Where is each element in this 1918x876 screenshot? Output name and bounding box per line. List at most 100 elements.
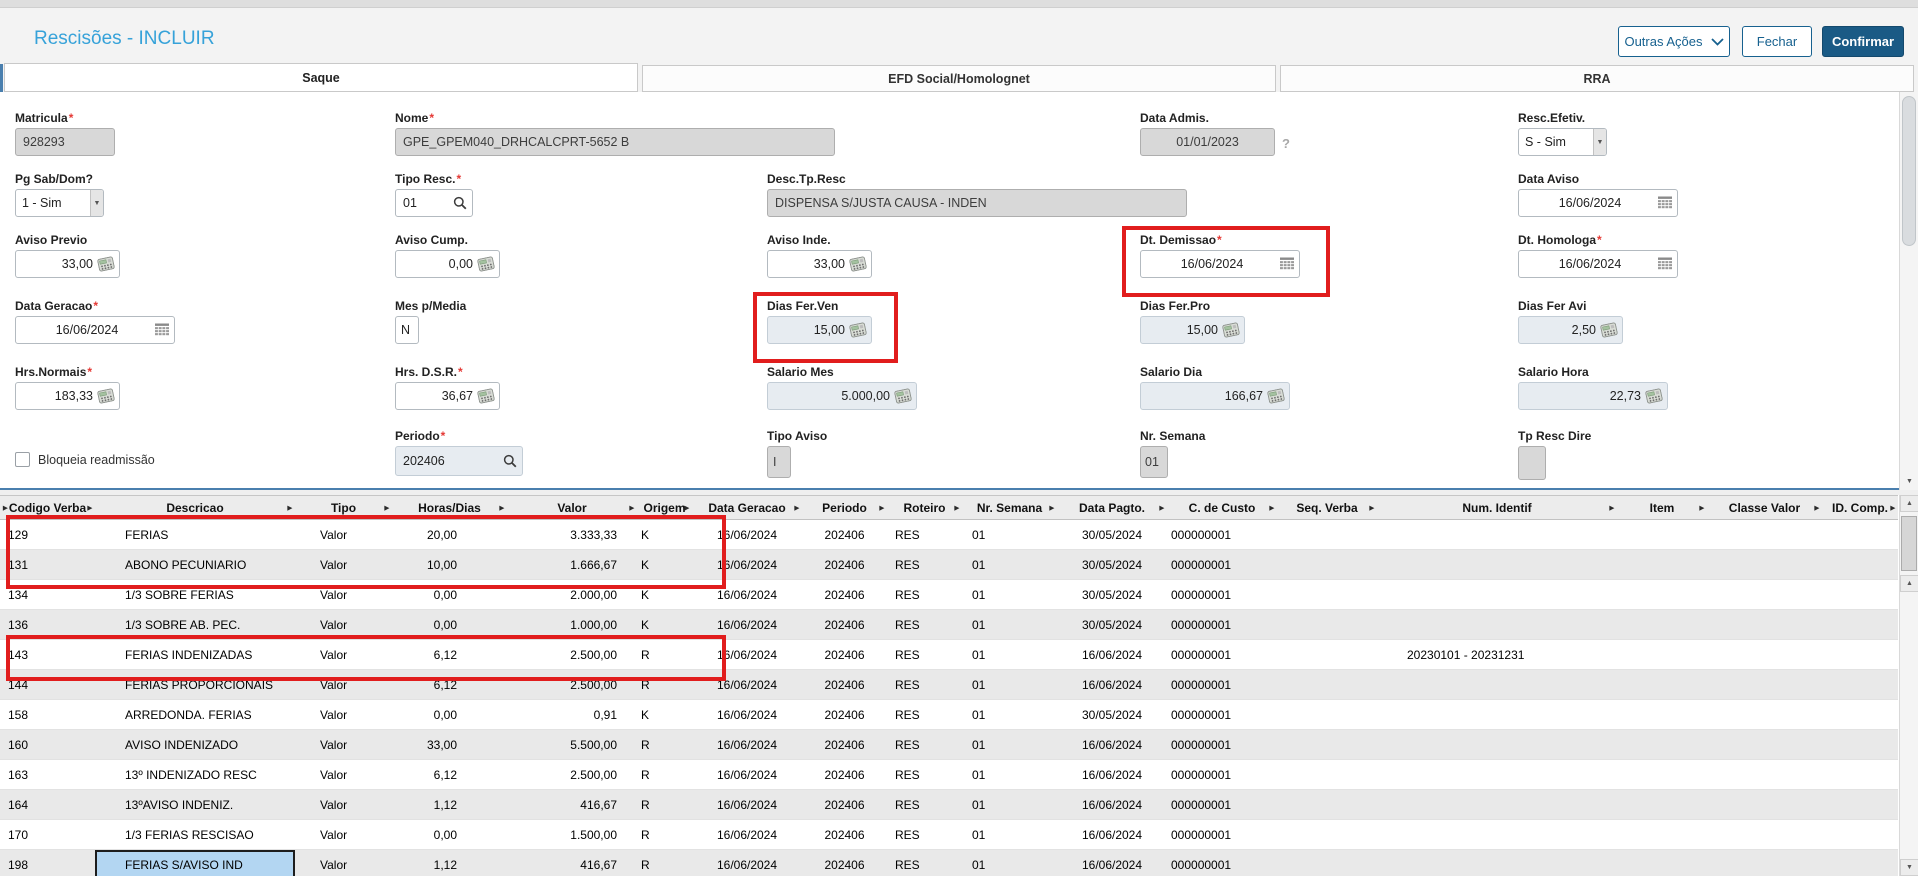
grid-cell[interactable]: 16/06/2024 — [692, 639, 802, 670]
salario-mes-input[interactable]: 5.000,00 — [767, 382, 917, 410]
dias-fer-ven-input[interactable]: 15,00 — [767, 316, 872, 344]
grid-cell[interactable]: 30/05/2024 — [1057, 549, 1167, 580]
grid-cell[interactable]: 170 — [0, 819, 95, 850]
confirmar-button[interactable]: Confirmar — [1822, 26, 1904, 57]
grid-cell[interactable]: Valor — [295, 579, 392, 610]
grid-cell[interactable]: K — [637, 549, 692, 580]
grid-cell[interactable]: 16/06/2024 — [1057, 759, 1167, 790]
grid-cell[interactable] — [1617, 699, 1707, 730]
grid-cell[interactable]: 000000001 — [1167, 519, 1277, 550]
grid-cell[interactable]: RES — [887, 519, 962, 550]
grid-cell[interactable] — [1377, 609, 1617, 640]
grid-cell[interactable]: 1.000,00 — [507, 609, 637, 640]
grid-cell[interactable] — [1277, 729, 1377, 760]
grid-scrollbar[interactable]: ▲ ▲ ▼ — [1899, 495, 1918, 876]
bloqueia-readmissao-checkbox[interactable]: Bloqueia readmissão — [15, 452, 155, 467]
salario-hora-input[interactable]: 22,73 — [1518, 382, 1668, 410]
grid-cell[interactable]: Valor — [295, 819, 392, 850]
grid-cell[interactable]: 202406 — [802, 729, 887, 760]
calculator-icon[interactable] — [849, 322, 867, 338]
pg-sab-dom-select[interactable]: 1 - Sim ▼ — [15, 189, 104, 217]
grid-cell[interactable]: 0,00 — [392, 579, 507, 610]
grid-cell[interactable]: 202406 — [802, 789, 887, 820]
grid-cell[interactable]: 16/06/2024 — [1057, 669, 1167, 700]
grid-cell[interactable]: 1/3 FERIAS RESCISAO — [95, 819, 295, 850]
grid-column-header[interactable]: Num. Identif ▸ — [1377, 495, 1617, 520]
grid-column-header[interactable]: Data Geracao ▸ — [692, 495, 802, 520]
tab-efd-social-homolognet[interactable]: EFD Social/Homolognet — [642, 65, 1276, 92]
grid-cell[interactable] — [1707, 789, 1822, 820]
grid-cell[interactable]: 6,12 — [392, 759, 507, 790]
grid-cell[interactable]: 1.666,67 — [507, 549, 637, 580]
grid-cell[interactable] — [1707, 639, 1822, 670]
grid-cell[interactable]: 416,67 — [507, 789, 637, 820]
grid-cell[interactable]: 01 — [962, 729, 1057, 760]
grid-cell[interactable] — [1277, 669, 1377, 700]
grid-cell[interactable]: 160 — [0, 729, 95, 760]
grid-cell[interactable]: K — [637, 609, 692, 640]
grid-column-header[interactable]: Tipo ▸ — [295, 495, 392, 520]
grid-cell[interactable] — [1822, 549, 1898, 580]
grid-cell[interactable] — [1822, 699, 1898, 730]
grid-cell[interactable] — [1377, 669, 1617, 700]
grid-cell[interactable]: 164 — [0, 789, 95, 820]
grid-cell[interactable]: 01 — [962, 669, 1057, 700]
grid-row[interactable]: 129 FERIAS Valor 20,00 3.333,33 K 16/06/2024 20… — [0, 519, 1898, 550]
grid-cell[interactable]: 16/06/2024 — [692, 819, 802, 850]
grid-cell[interactable]: K — [637, 519, 692, 550]
grid-cell[interactable] — [1277, 819, 1377, 850]
dt-demissao-input[interactable]: 16/06/2024 — [1140, 250, 1300, 278]
grid-cell[interactable] — [1277, 519, 1377, 550]
grid-row[interactable]: 160 AVISO INDENIZADO Valor 33,00 5.500,00 R 16… — [0, 729, 1898, 760]
grid-cell[interactable]: 16/06/2024 — [692, 519, 802, 550]
scroll-up-arrow[interactable]: ▲ — [1900, 575, 1918, 592]
grid-cell[interactable]: FERIAS S/AVISO IND — [95, 849, 295, 876]
grid-cell[interactable] — [1707, 729, 1822, 760]
grid-cell[interactable]: 5.500,00 — [507, 729, 637, 760]
grid-cell[interactable]: 163 — [0, 759, 95, 790]
grid-cell[interactable] — [1617, 519, 1707, 550]
grid-cell[interactable]: 2.500,00 — [507, 669, 637, 700]
grid-cell[interactable]: 16/06/2024 — [1057, 849, 1167, 876]
grid-cell[interactable]: 2.500,00 — [507, 639, 637, 670]
grid-cell[interactable]: 01 — [962, 609, 1057, 640]
grid-cell[interactable] — [1707, 549, 1822, 580]
calculator-icon[interactable] — [477, 388, 495, 404]
grid-column-header[interactable]: Item ▸ — [1617, 495, 1707, 520]
periodo-input[interactable]: 202406 — [395, 446, 523, 476]
grid-cell[interactable]: R — [637, 639, 692, 670]
grid-cell[interactable]: 202406 — [802, 699, 887, 730]
grid-cell[interactable]: 000000001 — [1167, 759, 1277, 790]
grid-column-header[interactable]: C. de Custo ▸ — [1167, 495, 1277, 520]
grid-cell[interactable] — [1822, 759, 1898, 790]
grid-cell[interactable]: R — [637, 849, 692, 876]
grid-cell[interactable]: RES — [887, 639, 962, 670]
grid-column-header[interactable]: Origem ▸ — [637, 495, 692, 520]
grid-cell[interactable]: RES — [887, 819, 962, 850]
outras-acoes-button[interactable]: Outras Ações — [1618, 26, 1730, 57]
grid-cell[interactable]: 416,67 — [507, 849, 637, 876]
dropdown-arrow-icon[interactable]: ▼ — [90, 190, 103, 216]
grid-cell[interactable]: 000000001 — [1167, 849, 1277, 876]
grid-column-header[interactable]: Seq. Verba ▸ — [1277, 495, 1377, 520]
grid-cell[interactable]: 202406 — [802, 579, 887, 610]
grid-cell[interactable]: 0,00 — [392, 699, 507, 730]
grid-cell[interactable]: 16/06/2024 — [1057, 639, 1167, 670]
grid-cell[interactable]: 136 — [0, 609, 95, 640]
scroll-down-arrow[interactable]: ▼ — [1906, 478, 1913, 485]
grid-cell[interactable]: R — [637, 669, 692, 700]
grid-cell[interactable]: 13º INDENIZADO RESC — [95, 759, 295, 790]
grid-cell[interactable]: 16/06/2024 — [692, 609, 802, 640]
grid-cell[interactable] — [1377, 849, 1617, 876]
grid-column-header[interactable]: Roteiro ▸ — [887, 495, 962, 520]
grid-cell[interactable] — [1377, 729, 1617, 760]
tab-saque[interactable]: Saque — [4, 63, 638, 92]
aviso-previo-input[interactable]: 33,00 — [15, 250, 120, 278]
grid-cell[interactable]: RES — [887, 609, 962, 640]
grid-row[interactable]: 158 ARREDONDA. FERIAS Valor 0,00 0,91 K 16/06/… — [0, 699, 1898, 730]
grid-column-header[interactable]: ID. Comp. ▸ — [1822, 495, 1898, 520]
grid-cell[interactable]: 000000001 — [1167, 669, 1277, 700]
grid-column-header[interactable]: Periodo ▸ — [802, 495, 887, 520]
grid-cell[interactable] — [1707, 519, 1822, 550]
aviso-inde-input[interactable]: 33,00 — [767, 250, 872, 278]
